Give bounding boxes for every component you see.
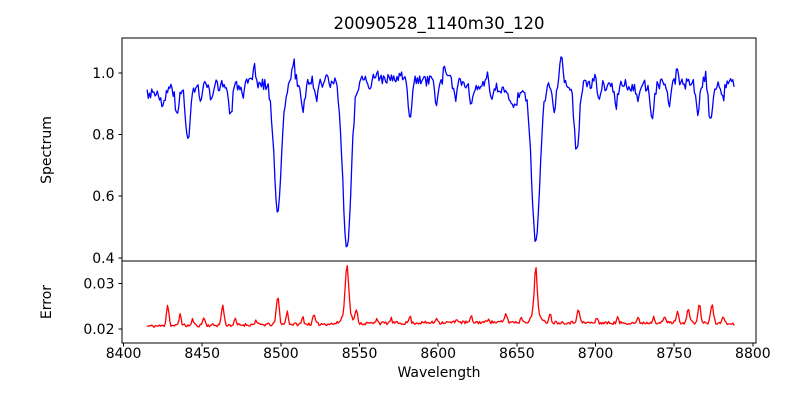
chart-title: 20090528_1140m30_120 bbox=[333, 14, 544, 34]
x-axis-label: Wavelength bbox=[397, 365, 480, 381]
x-tick-label: 8450 bbox=[184, 346, 220, 362]
x-tick-label: 8550 bbox=[342, 346, 378, 362]
y-tick-label: 0.4 bbox=[92, 251, 114, 267]
error-y-axis-label: Error bbox=[39, 285, 55, 319]
x-tick-label: 8750 bbox=[656, 346, 692, 362]
x-tick-label: 8400 bbox=[106, 346, 142, 362]
y-tick-label: 0.8 bbox=[92, 128, 114, 144]
x-tick-label: 8600 bbox=[420, 346, 456, 362]
x-tick-label: 8650 bbox=[499, 346, 535, 362]
axes-border bbox=[121, 37, 757, 262]
error-axes: 0.02 0.03 8400 8450 8500 8550 8600 8650 8700 8750… bbox=[83, 260, 771, 362]
spectrum-y-axis-label: Spectrum bbox=[39, 116, 55, 184]
axes-border bbox=[121, 260, 757, 344]
spectrum-axes: 0.4 0.6 0.8 1.0 bbox=[92, 37, 757, 267]
y-tick-label: 0.6 bbox=[92, 189, 114, 205]
y-tick-label: 0.02 bbox=[83, 322, 114, 338]
y-tick-label: 0.03 bbox=[83, 276, 114, 292]
y-tick-label: 1.0 bbox=[92, 66, 114, 82]
x-tick-label: 8800 bbox=[735, 346, 771, 362]
x-tick-label: 8500 bbox=[263, 346, 299, 362]
error-line bbox=[146, 265, 735, 329]
spectrum-line bbox=[146, 56, 735, 248]
x-tick-label: 8700 bbox=[578, 346, 614, 362]
